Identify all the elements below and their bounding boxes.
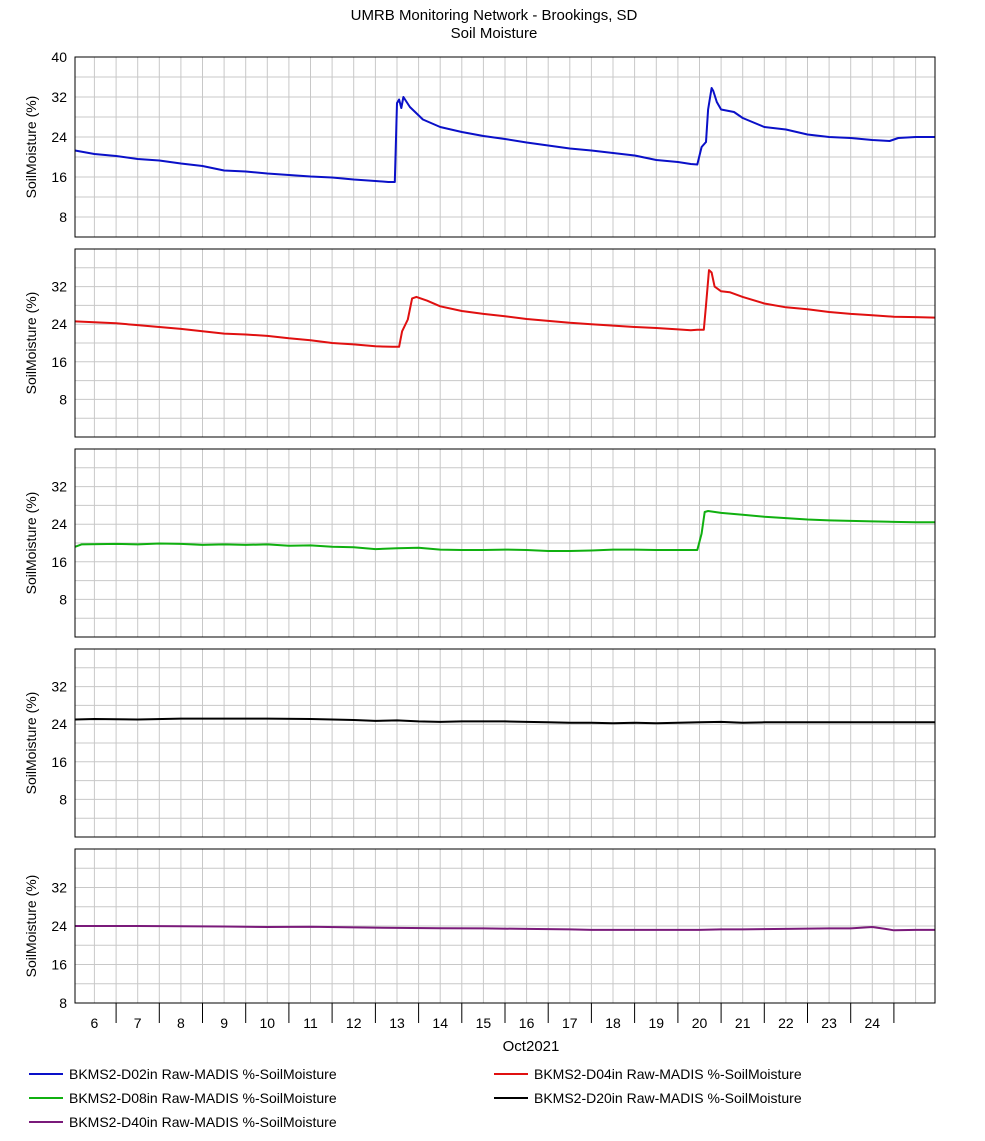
legend-label-d02: BKMS2-D02in Raw-MADIS %-SoilMoisture (69, 1066, 337, 1082)
x-tick-label: 17 (562, 1015, 578, 1031)
legend-swatch-d40 (29, 1121, 63, 1123)
series-line-2 (74, 269, 936, 348)
y-tick-label: 24 (51, 716, 67, 732)
legend-item-d02: BKMS2-D02in Raw-MADIS %-SoilMoisture (29, 1066, 337, 1082)
x-tick-label: 12 (346, 1015, 362, 1031)
y-tick-label: 32 (51, 279, 67, 295)
x-tick-label: 13 (389, 1015, 405, 1031)
y-tick-label: 24 (51, 316, 67, 332)
y-tick-label: 16 (51, 754, 67, 770)
x-tick-label: 24 (865, 1015, 881, 1031)
y-tick-label: 8 (59, 209, 67, 225)
x-tick-label: 10 (260, 1015, 276, 1031)
legend-swatch-d04 (494, 1073, 528, 1075)
x-tick-label: 8 (177, 1015, 185, 1031)
legend-swatch-d02 (29, 1073, 63, 1075)
panel-5: 8 16 24 32 SoilMoisture (%) (23, 848, 936, 1011)
x-tick-label: 22 (778, 1015, 794, 1031)
x-axis: 6 7 8 9 10 11 12 13 14 15 16 17 18 19 20 21 22 23 24 (91, 1003, 895, 1031)
panel-frame (74, 248, 936, 438)
x-tick-label: 18 (605, 1015, 621, 1031)
x-axis-label: Oct2021 (503, 1038, 560, 1055)
y-tick-label: 16 (51, 554, 67, 570)
y-axis-label: SoilMoisture (%) (23, 875, 39, 978)
panels-layer: 8 16 24 32 40 SoilMoisture (%) 8 16 24 32 SoilMois… (23, 49, 936, 1011)
x-tick-label: 11 (303, 1015, 318, 1031)
x-tick-label: 7 (134, 1015, 142, 1031)
y-axis-label: SoilMoisture (%) (23, 492, 39, 595)
y-tick-label: 40 (51, 49, 67, 65)
x-tick-label: 21 (735, 1015, 751, 1031)
y-tick-label: 8 (59, 591, 67, 607)
panel-frame (74, 448, 936, 638)
legend-swatch-d20 (494, 1097, 528, 1099)
y-tick-label: 32 (51, 679, 67, 695)
x-tick-label: 20 (692, 1015, 708, 1031)
legend-label-d04: BKMS2-D04in Raw-MADIS %-SoilMoisture (534, 1066, 802, 1082)
y-tick-label: 24 (51, 516, 67, 532)
x-tick-label: 15 (476, 1015, 492, 1031)
series-line-4 (74, 717, 935, 725)
panel-3: 8 16 24 32 SoilMoisture (%) (23, 448, 936, 638)
panel-frame (74, 56, 936, 238)
panel-2: 8 16 24 32 SoilMoisture (%) (23, 248, 936, 438)
y-tick-label: 16 (51, 169, 67, 185)
legend-item-d04: BKMS2-D04in Raw-MADIS %-SoilMoisture (494, 1066, 802, 1082)
x-tick-label: 9 (220, 1015, 228, 1031)
series-line-3 (74, 510, 935, 552)
x-tick-label: 16 (519, 1015, 535, 1031)
series-line-5 (75, 925, 935, 932)
y-tick-label: 32 (51, 89, 67, 105)
x-tick-label: 6 (91, 1015, 99, 1031)
legend-label-d40: BKMS2-D40in Raw-MADIS %-SoilMoisture (69, 1114, 337, 1130)
y-tick-label: 8 (59, 791, 67, 807)
legend-item-d40: BKMS2-D40in Raw-MADIS %-SoilMoisture (29, 1114, 337, 1130)
legend-swatch-d08 (29, 1097, 63, 1099)
panel-frame (74, 648, 936, 838)
y-tick-label: 32 (51, 479, 67, 495)
panel-1: 8 16 24 32 40 SoilMoisture (%) (23, 49, 936, 238)
y-tick-label: 24 (51, 918, 67, 934)
legend-label-d08: BKMS2-D08in Raw-MADIS %-SoilMoisture (69, 1090, 337, 1106)
y-axis-label: SoilMoisture (%) (23, 292, 39, 395)
legend-label-d20: BKMS2-D20in Raw-MADIS %-SoilMoisture (534, 1090, 802, 1106)
y-tick-label: 16 (51, 354, 67, 370)
y-tick-label: 8 (59, 995, 67, 1011)
series-line-1 (74, 87, 935, 183)
y-tick-label: 8 (59, 391, 67, 407)
legend-item-d08: BKMS2-D08in Raw-MADIS %-SoilMoisture (29, 1090, 337, 1106)
legend-item-d20: BKMS2-D20in Raw-MADIS %-SoilMoisture (494, 1090, 802, 1106)
chart-subtitle: Soil Moisture (451, 25, 538, 42)
y-tick-label: 32 (51, 880, 67, 896)
panel-4: 8 16 24 32 SoilMoisture (%) (23, 648, 936, 838)
chart-title: UMRB Monitoring Network - Brookings, SD (351, 7, 638, 24)
y-axis-label: SoilMoisture (%) (23, 692, 39, 795)
x-tick-label: 14 (432, 1015, 448, 1031)
x-tick-label: 23 (821, 1015, 837, 1031)
y-tick-label: 16 (51, 957, 67, 973)
x-tick-label: 19 (649, 1015, 665, 1031)
y-axis-label: SoilMoisture (%) (23, 96, 39, 199)
y-tick-label: 24 (51, 129, 67, 145)
